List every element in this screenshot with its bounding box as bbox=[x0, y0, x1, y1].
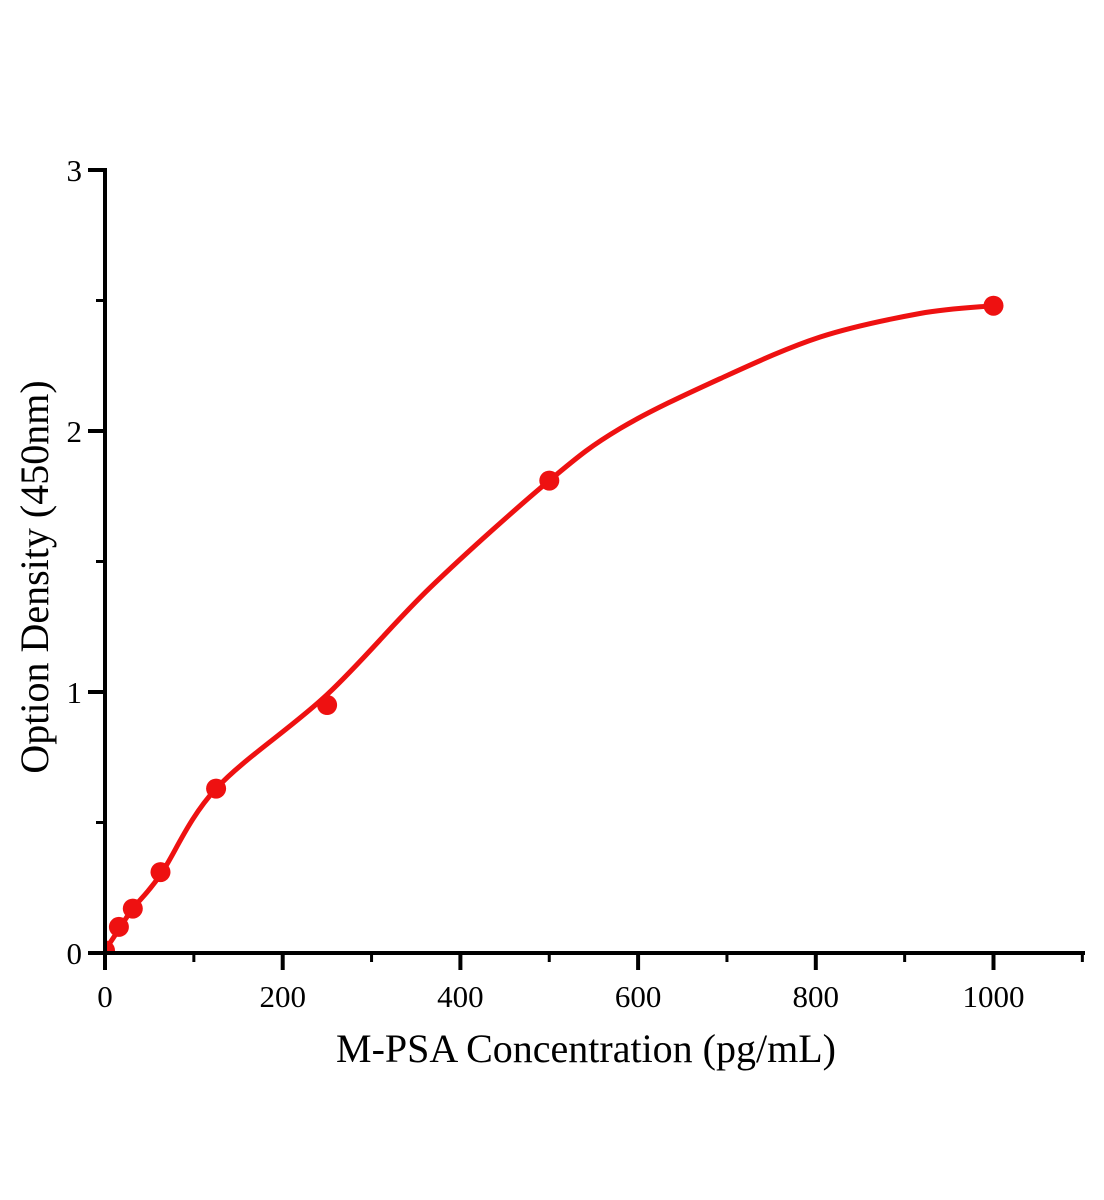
x-axis-tick-label: 200 bbox=[259, 979, 306, 1014]
data-point-marker bbox=[105, 940, 115, 953]
x-axis-tick-label: 0 bbox=[97, 979, 113, 1014]
y-axis-title: Option Density (450nm) bbox=[12, 380, 57, 773]
data-point-marker bbox=[983, 295, 1004, 316]
data-point-marker bbox=[150, 862, 171, 883]
data-point-marker bbox=[539, 470, 560, 491]
x-axis-tick-label: 600 bbox=[615, 979, 662, 1014]
data-point-marker bbox=[122, 898, 143, 919]
data-point-marker bbox=[317, 695, 338, 715]
data-point-marker bbox=[206, 778, 227, 799]
y-axis-tick-label: 3 bbox=[67, 153, 83, 188]
y-axis-tick-label: 0 bbox=[67, 936, 83, 971]
x-axis-tick-label: 800 bbox=[793, 979, 840, 1014]
axes-layer: 0 200 400 600 800 1000 0 1 2 3 bbox=[67, 153, 1085, 1014]
x-axis-title: M-PSA Concentration (pg/mL) bbox=[336, 1026, 836, 1071]
y-axis-tick-label: 1 bbox=[67, 675, 83, 710]
fit-curve bbox=[105, 303, 996, 953]
x-axis-tick-label: 400 bbox=[437, 979, 484, 1014]
data-series-layer bbox=[105, 295, 1004, 953]
x-axis-tick-label: 1000 bbox=[963, 979, 1025, 1014]
y-axis-tick-label: 2 bbox=[67, 414, 83, 449]
data-point-marker bbox=[108, 916, 129, 937]
